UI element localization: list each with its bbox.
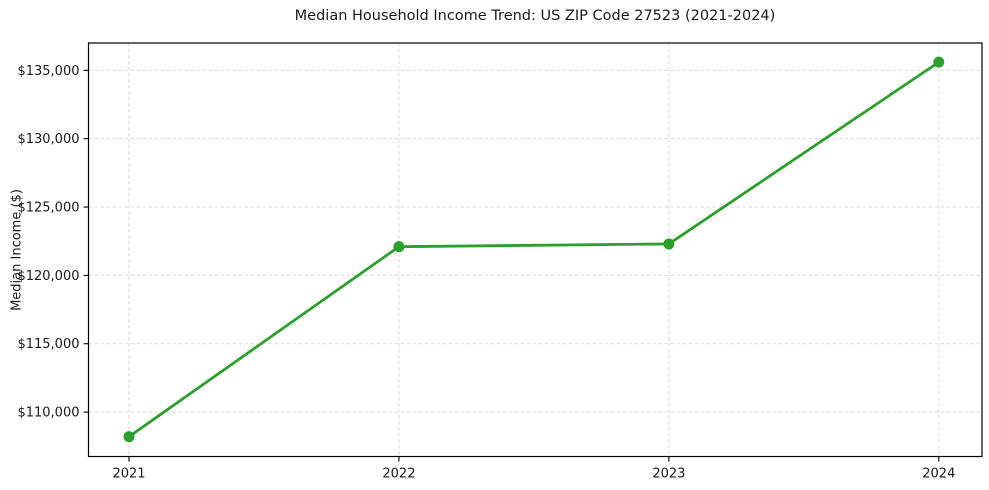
x-tick-label: 2023 (652, 467, 685, 482)
x-tick-label: 2022 (382, 467, 415, 482)
y-tick-label: $135,000 (17, 64, 79, 79)
plot-border (87, 42, 983, 458)
y-tick-label: $120,000 (17, 269, 79, 284)
trend-line (127, 60, 941, 439)
y-tick-label: $125,000 (17, 201, 79, 216)
y-tick-label: $115,000 (17, 337, 79, 352)
chart-title: Median Household Income Trend: US ZIP Co… (294, 8, 776, 24)
data-point-2023 (663, 238, 675, 250)
data-point-2024 (933, 56, 945, 68)
x-tick-label: 2024 (922, 467, 955, 482)
data-point-2022 (393, 241, 405, 253)
y-tick-label: $110,000 (17, 406, 79, 421)
y-tick-label: $130,000 (17, 132, 79, 147)
x-tick-label: 2021 (112, 467, 145, 482)
data-point-2021 (123, 431, 135, 443)
